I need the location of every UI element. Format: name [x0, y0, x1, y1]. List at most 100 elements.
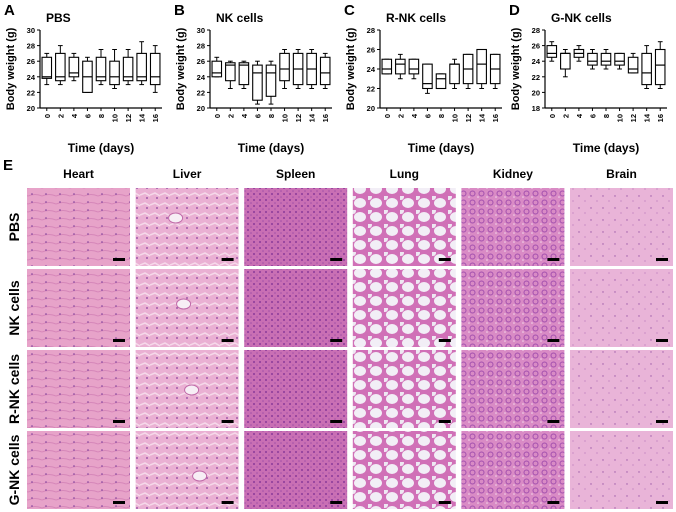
x-tick-label: 0: [548, 114, 557, 118]
y-tick-label: 22: [367, 85, 375, 94]
chart-title: NK cells: [216, 11, 264, 25]
x-axis-label: Time (days): [68, 141, 134, 155]
x-tick-label: 0: [213, 114, 222, 118]
chart-title: PBS: [46, 11, 71, 25]
box: [422, 63, 433, 90]
x-tick-label: 6: [253, 114, 262, 118]
scale-bar: [547, 501, 560, 504]
vessel: [184, 384, 200, 396]
column-label: Heart: [63, 167, 94, 181]
y-tick-label: 20: [27, 104, 35, 113]
histology-image: [27, 431, 130, 509]
box: [122, 56, 134, 82]
y-tick-label: 22: [197, 88, 205, 97]
y-tick-label: 24: [532, 57, 541, 66]
histology-image: [27, 188, 130, 266]
x-tick-label: 8: [267, 114, 276, 118]
scale-bar: [113, 258, 125, 261]
box: [225, 62, 236, 82]
y-tick-label: 28: [532, 26, 540, 35]
histology-image: [244, 431, 348, 509]
row-label: NK cells: [6, 280, 22, 335]
scale-bar: [438, 339, 451, 342]
row-label: G-NK cells: [6, 434, 22, 505]
y-tick-label: 24: [27, 73, 36, 82]
x-tick-label: 16: [491, 114, 500, 122]
x-tick-label: 14: [308, 113, 317, 122]
box: [435, 73, 447, 90]
y-tick-label: 30: [197, 26, 205, 35]
histology-image: [461, 188, 565, 266]
histology-image: [352, 350, 456, 428]
box: [381, 58, 393, 75]
column-label: Brain: [606, 167, 637, 181]
x-tick-label: 2: [561, 114, 570, 118]
chart-title: G-NK cells: [551, 11, 612, 25]
x-tick-label: 12: [124, 114, 133, 122]
scale-bar: [221, 501, 234, 504]
scale-bar: [221, 258, 234, 261]
histology-image: [135, 431, 239, 509]
box: [408, 58, 420, 75]
x-tick-label: 2: [56, 114, 65, 118]
box: [149, 52, 161, 86]
x-tick-label: 4: [410, 113, 419, 118]
histology-image: [461, 350, 565, 428]
y-axis-label: Body weight (g): [5, 27, 17, 110]
x-tick-label: 4: [575, 113, 584, 118]
scale-bar: [221, 420, 234, 423]
x-tick-label: 16: [151, 114, 160, 122]
vessel: [168, 212, 184, 224]
box: [109, 60, 120, 86]
histology-image: [461, 269, 565, 347]
panel-letter: C: [344, 2, 355, 19]
box: [136, 52, 147, 82]
histology-image: [27, 350, 130, 428]
y-tick-label: 28: [27, 42, 35, 51]
box: [600, 52, 612, 66]
column-label: Spleen: [276, 167, 315, 181]
scale-bar: [330, 420, 343, 423]
y-tick-label: 18: [532, 104, 540, 113]
row-label: R-NK cells: [6, 354, 22, 424]
box: [449, 63, 460, 85]
y-tick-label: 20: [197, 104, 205, 113]
x-tick-label: 6: [423, 114, 432, 118]
panel-letter: D: [509, 2, 520, 19]
scale-bar: [330, 258, 343, 261]
x-tick-label: 10: [451, 114, 460, 122]
x-tick-label: 0: [43, 114, 52, 118]
x-tick-label: 12: [629, 114, 638, 122]
y-tick-label: 26: [27, 57, 35, 66]
box: [395, 58, 406, 75]
histology-image: [570, 188, 673, 266]
histology-image: [244, 350, 348, 428]
x-tick-label: 8: [97, 114, 106, 118]
y-tick-label: 22: [532, 73, 540, 82]
box: [55, 52, 66, 82]
scale-bar: [330, 501, 343, 504]
x-axis-label: Time (days): [573, 141, 639, 155]
panel-letter: B: [174, 2, 185, 19]
scale-bar: [330, 339, 343, 342]
box: [279, 52, 290, 82]
scale-bar: [547, 339, 560, 342]
vessel: [192, 470, 208, 482]
y-axis-label: Body weight (g): [345, 27, 357, 110]
box: [614, 52, 625, 66]
scale-bar: [438, 420, 451, 423]
box: [265, 64, 277, 97]
x-tick-label: 0: [383, 114, 392, 118]
box: [546, 45, 558, 58]
scale-bar: [113, 501, 125, 504]
scale-bar: [221, 339, 234, 342]
histology-image: [570, 350, 673, 428]
box: [641, 52, 652, 86]
x-tick-label: 2: [226, 114, 235, 118]
scale-bar: [113, 339, 125, 342]
y-tick-label: 26: [532, 42, 540, 51]
scale-bar: [656, 339, 668, 342]
y-tick-label: 28: [197, 42, 205, 51]
x-tick-label: 10: [111, 114, 120, 122]
